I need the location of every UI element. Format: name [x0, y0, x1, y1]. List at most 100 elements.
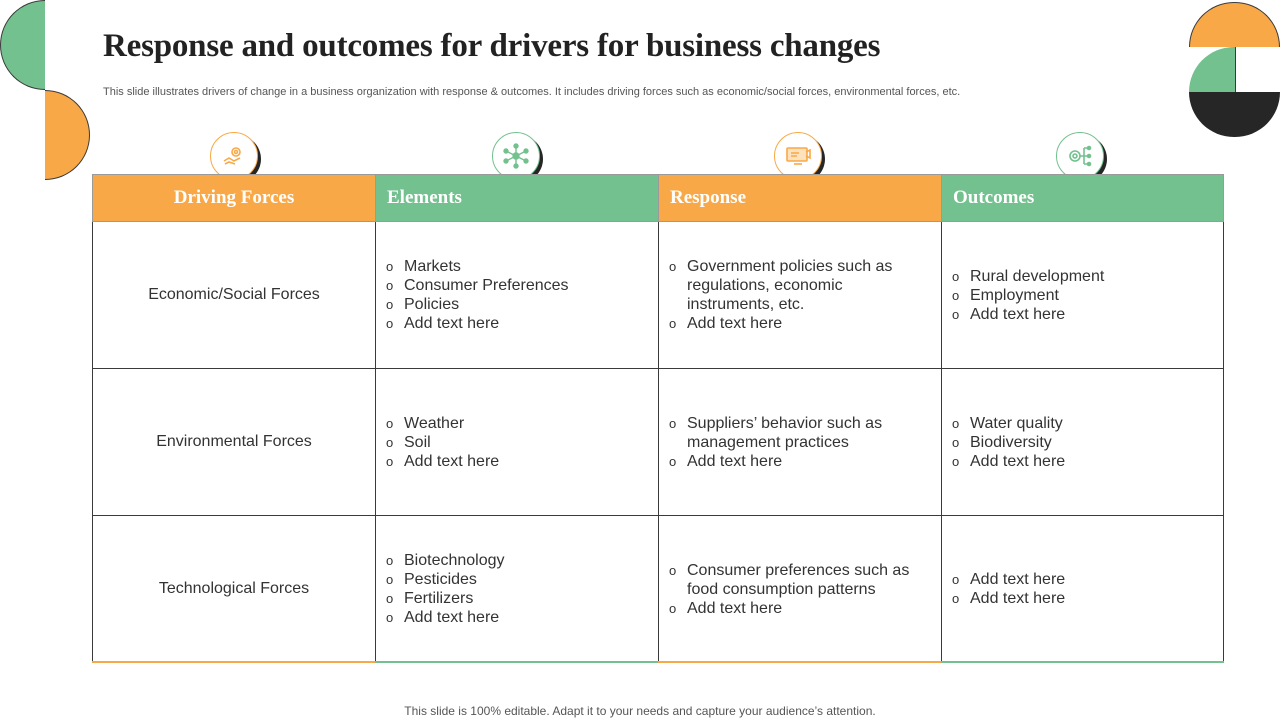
target-hierarchy-icon	[1056, 132, 1104, 180]
circle-bullet-icon: o	[669, 316, 677, 331]
list-item: o Consumer Preferences	[386, 276, 569, 295]
handshake-gear-icon	[210, 132, 258, 180]
circle-bullet-icon: o	[952, 453, 960, 469]
list-item-text: Policies	[404, 296, 460, 313]
circle-bullet-icon: o	[952, 268, 960, 284]
circle-bullet-icon: o	[386, 553, 394, 568]
list-item-text: Biodiversity	[970, 433, 1052, 451]
list-item: o Water quality	[952, 414, 1065, 433]
circle-bullet-icon: o	[386, 610, 394, 625]
response-list: o Consumer preferences such as food consu…	[659, 561, 941, 618]
list-item: o Markets	[386, 257, 569, 276]
list-item-text: Government policies such as regulations,…	[687, 258, 893, 313]
table-row: Economic/Social Forces o Markets o Consume…	[92, 222, 1224, 369]
list-item: o Soil	[386, 433, 499, 452]
circle-bullet-icon: o	[952, 434, 960, 450]
table-row: Technological Forces o Biotechnology o Pes…	[92, 516, 1224, 662]
circle-bullet-icon: o	[952, 572, 960, 587]
list-item: o Consumer preferences such as food consu…	[669, 561, 927, 599]
slide-subtitle: This slide illustrates drivers of change…	[103, 86, 961, 98]
list-item: o Government policies such as regulations…	[669, 257, 927, 314]
decor-green-quarter-top-right	[1189, 47, 1235, 92]
list-item: o Pesticides	[386, 570, 505, 589]
outcomes-cell: o Water quality o Biodiversity o Add text h…	[941, 369, 1224, 516]
list-item-text: Add text here	[970, 305, 1066, 323]
circle-bullet-icon: o	[386, 453, 394, 469]
circle-bullet-icon: o	[952, 306, 960, 322]
table-header-row: Driving Forces Elements Response Outcome…	[92, 174, 1224, 222]
list-item-text: Water quality	[970, 414, 1063, 432]
circle-bullet-icon: o	[669, 259, 677, 274]
list-item: o Add text here	[952, 589, 1065, 608]
driving-force-cell: Economic/Social Forces	[92, 222, 375, 369]
monitor-presentation-icon	[774, 132, 822, 180]
elements-cell: o Markets o Consumer Preferences o Policies…	[375, 222, 658, 369]
decor-black-semicircle-top-right	[1189, 92, 1280, 137]
list-item-text: Add text here	[404, 315, 500, 332]
circle-bullet-icon: o	[386, 572, 394, 587]
header-driving-forces: Driving Forces	[92, 174, 375, 222]
list-item-text: Biotechnology	[404, 552, 505, 569]
list-item-text: Fertilizers	[404, 590, 474, 607]
list-item-text: Consumer Preferences	[404, 277, 569, 294]
list-item: o Policies	[386, 295, 569, 314]
slide-title: Response and outcomes for drivers for bu…	[103, 28, 881, 64]
list-item: o Biodiversity	[952, 433, 1065, 452]
outcomes-list: o Rural development o Employment o Add text…	[942, 267, 1118, 324]
decor-orange-semicircle-top-left	[45, 90, 90, 180]
outcomes-cell: o Add text here o Add text here	[941, 516, 1224, 662]
outcomes-list: o Add text here o Add text here	[942, 570, 1079, 608]
list-item-text: Markets	[404, 258, 461, 275]
list-item-text: Employment	[970, 286, 1059, 304]
circle-bullet-icon: o	[386, 316, 394, 331]
list-item-text: Add text here	[687, 599, 783, 617]
elements-list: o Markets o Consumer Preferences o Policies…	[376, 257, 583, 333]
circle-bullet-icon: o	[669, 415, 677, 431]
response-list: o Government policies such as regulations…	[659, 257, 941, 333]
list-item-text: Soil	[404, 433, 431, 451]
list-item: o Fertilizers	[386, 589, 505, 608]
circle-bullet-icon: o	[386, 278, 394, 293]
elements-list: o Biotechnology o Pesticides o Fertilizers …	[376, 551, 519, 627]
list-item: o Add text here	[669, 599, 927, 618]
circle-bullet-icon: o	[669, 600, 677, 616]
response-cell: o Government policies such as regulations…	[658, 222, 941, 369]
response-cell: o Suppliers’ behavior such as management …	[658, 369, 941, 516]
list-item-text: Consumer preferences such as food consum…	[687, 561, 910, 598]
slide-footer: This slide is 100% editable. Adapt it to…	[404, 704, 876, 718]
response-list: o Suppliers’ behavior such as management …	[659, 414, 941, 471]
circle-bullet-icon: o	[952, 287, 960, 303]
driving-force-cell: Technological Forces	[92, 516, 375, 662]
decor-green-semicircle-top-left	[0, 0, 45, 90]
header-outcomes: Outcomes	[941, 174, 1224, 222]
list-item: o Add text here	[952, 305, 1104, 324]
list-item: o Add text here	[952, 452, 1065, 471]
list-item-text: Add text here	[970, 452, 1066, 470]
circle-bullet-icon: o	[669, 453, 677, 469]
list-item-text: Rural development	[970, 267, 1105, 285]
outcomes-list: o Water quality o Biodiversity o Add text h…	[942, 414, 1079, 471]
list-item-text: Add text here	[970, 590, 1066, 607]
circle-bullet-icon: o	[952, 415, 960, 431]
circle-bullet-icon: o	[386, 591, 394, 606]
list-item-text: Add text here	[687, 452, 783, 470]
circle-bullet-icon: o	[386, 297, 394, 312]
circle-bullet-icon: o	[386, 434, 394, 450]
list-item-text: Add text here	[404, 452, 500, 470]
circle-bullet-icon: o	[669, 562, 677, 578]
list-item-text: Pesticides	[404, 571, 477, 588]
elements-cell: o Biotechnology o Pesticides o Fertilizers …	[375, 516, 658, 662]
list-item-text: Add text here	[687, 315, 783, 332]
list-item: o Weather	[386, 414, 499, 433]
list-item: o Add text here	[386, 608, 505, 627]
header-response: Response	[658, 174, 941, 222]
outcomes-cell: o Rural development o Employment o Add text…	[941, 222, 1224, 369]
list-item-text: Add text here	[970, 571, 1066, 588]
list-item: o Add text here	[669, 314, 927, 333]
circle-bullet-icon: o	[952, 591, 960, 606]
list-item: o Biotechnology	[386, 551, 505, 570]
circle-bullet-icon: o	[386, 259, 394, 274]
list-item-text: Suppliers’ behavior such as management p…	[687, 414, 883, 451]
network-nodes-icon	[492, 132, 540, 180]
list-item-text: Weather	[404, 414, 465, 432]
